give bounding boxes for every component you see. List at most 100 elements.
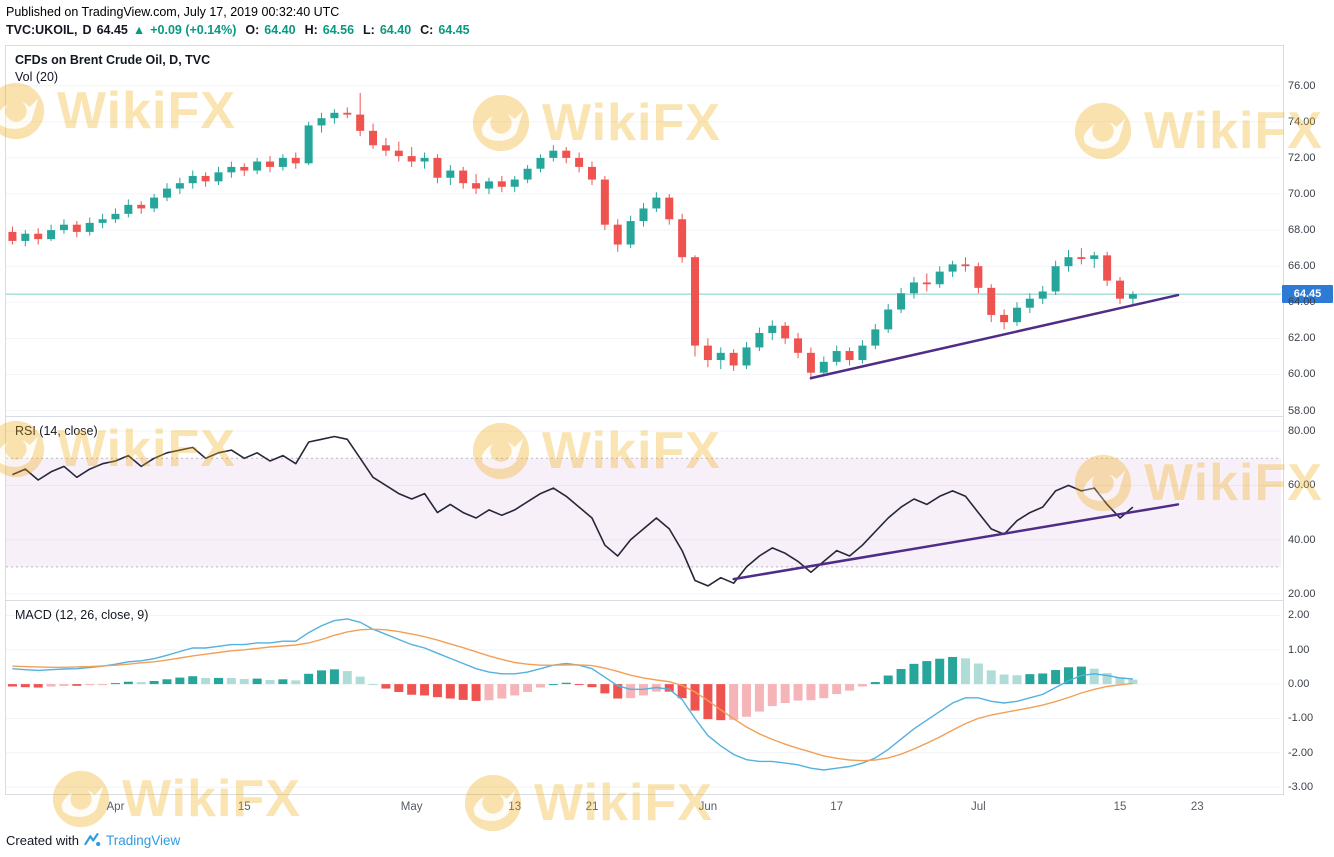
rsi-trendline[interactable]: [732, 503, 1180, 581]
histogram-bar: [20, 684, 30, 688]
histogram-bar: [381, 684, 391, 689]
histogram-bar: [960, 658, 970, 685]
price-chart-canvas[interactable]: [6, 46, 1281, 416]
histogram-bar: [329, 669, 339, 685]
histogram-bar: [110, 683, 120, 685]
price-panel-legend: CFDs on Brent Crude Oil, D, TVC Vol (20): [15, 52, 210, 86]
x-axis-label: 15: [237, 801, 251, 813]
histogram-bar: [175, 677, 185, 685]
candle-body: [858, 345, 867, 361]
histogram-bar: [664, 684, 674, 692]
histogram-bar: [587, 684, 597, 688]
candle-body: [381, 145, 390, 151]
rsi-axis[interactable]: 80.00 60.00 40.00 20.00: [1284, 417, 1333, 600]
candle-body: [137, 204, 146, 209]
low-label: L:: [363, 23, 375, 37]
rsi-indicator-label: RSI (14, close): [15, 424, 98, 438]
candle-body: [446, 170, 455, 178]
candle-body: [8, 231, 17, 241]
candle-body: [575, 157, 584, 167]
price-trendline[interactable]: [809, 293, 1180, 380]
histogram-bar: [613, 684, 623, 699]
histogram-bar: [793, 684, 803, 701]
histogram-bar: [561, 682, 571, 685]
histogram-bar: [1038, 673, 1048, 685]
histogram-bar: [420, 684, 430, 696]
histogram-bar: [7, 684, 17, 687]
histogram-bar: [948, 656, 958, 685]
candle-body: [317, 118, 326, 126]
histogram-bar: [935, 658, 945, 685]
time-axis[interactable]: Apr 15 May 13 21 Jun 17 Jul 15 23: [6, 796, 1282, 822]
candle-body: [897, 293, 906, 310]
high-label: H:: [304, 23, 318, 37]
histogram-bar: [780, 684, 790, 703]
candle-body: [150, 197, 159, 209]
candle-body: [884, 309, 893, 330]
candle-body: [961, 264, 970, 267]
close-value: 64.45: [438, 23, 470, 37]
symbol-name: TVC:UKOIL,: [6, 23, 78, 37]
candle-body: [124, 204, 133, 214]
y-axis-tick: 40.00: [1288, 533, 1316, 546]
histogram-bar: [136, 682, 146, 685]
rsi-chart-canvas[interactable]: [6, 417, 1281, 600]
candle-body: [227, 166, 236, 173]
price-panel: CFDs on Brent Crude Oil, D, TVC Vol (20): [6, 46, 1283, 417]
candle-body: [1090, 255, 1099, 259]
macd-signal-line: [12, 628, 1133, 762]
candle-body: [21, 233, 30, 241]
last-price: 64.45: [96, 23, 128, 37]
x-axis-label: Jun: [698, 801, 718, 813]
change-value: +0.09 (+0.14%): [150, 23, 237, 37]
y-axis-tick: 60.00: [1288, 368, 1316, 381]
candle-body: [871, 329, 880, 346]
histogram-bar: [819, 684, 829, 699]
histogram-bar: [690, 684, 700, 711]
rsi-line: [12, 435, 1134, 587]
histogram-bar: [832, 684, 842, 695]
y-axis-tick: 68.00: [1288, 224, 1316, 237]
candle-body: [794, 338, 803, 353]
histogram-bar: [59, 684, 69, 686]
candle-body: [948, 264, 957, 272]
histogram-bar: [626, 684, 636, 699]
y-axis-tick: -1.00: [1288, 712, 1314, 725]
y-axis-tick: 60.00: [1288, 479, 1316, 492]
macd-chart-canvas[interactable]: [6, 601, 1281, 794]
tradingview-link[interactable]: TradingView: [105, 833, 181, 848]
chart-plot-area: CFDs on Brent Crude Oil, D, TVC Vol (20)…: [5, 45, 1284, 795]
histogram-bar: [806, 684, 816, 701]
histogram-bar: [523, 684, 533, 693]
y-axis-tick: 2.00: [1288, 609, 1310, 622]
x-axis-label: Jul: [970, 801, 986, 813]
price-axis[interactable]: 64.45 76.00 74.00 72.00 70.00 68.00 66.00 64.0…: [1282, 46, 1333, 417]
candle-body: [909, 282, 918, 294]
macd-axis[interactable]: 2.00 1.00 0.00 -1.00 -2.00 -3.00: [1284, 601, 1333, 794]
candle-body: [162, 188, 171, 198]
candle-body: [613, 224, 622, 245]
macd-line: [12, 618, 1133, 771]
y-axis-tick: 72.00: [1288, 151, 1316, 164]
histogram-bar: [85, 684, 95, 686]
histogram-bar: [291, 680, 301, 685]
candle-body: [652, 197, 661, 209]
open-value: 64.40: [264, 23, 296, 37]
y-axis-tick: 20.00: [1288, 588, 1316, 601]
histogram-bar: [574, 684, 584, 686]
histogram-bar: [304, 673, 314, 685]
high-value: 64.56: [322, 23, 355, 37]
histogram-bar: [432, 684, 442, 698]
histogram-bar: [896, 668, 906, 685]
histogram-bar: [46, 684, 56, 687]
x-axis-label: Apr: [106, 801, 125, 813]
histogram-bar: [239, 678, 249, 685]
histogram-bar: [999, 674, 1009, 685]
histogram-bar: [317, 670, 327, 685]
candle-body: [1116, 280, 1125, 299]
histogram-bar: [510, 684, 520, 696]
histogram-bar: [845, 684, 855, 691]
histogram-bar: [600, 684, 610, 694]
candle-body: [72, 224, 81, 232]
